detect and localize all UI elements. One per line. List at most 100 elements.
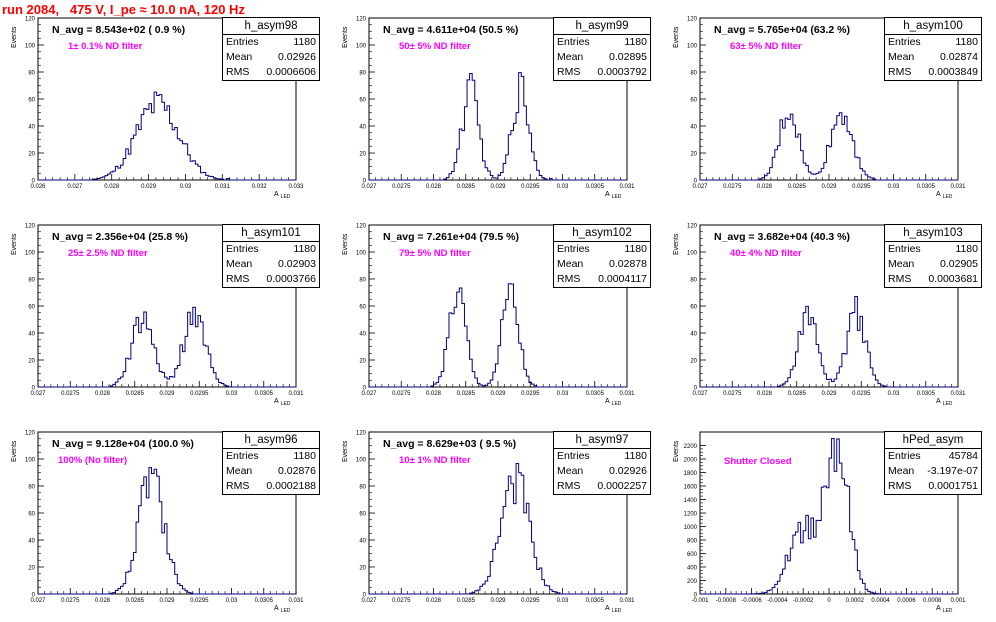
histogram-h_asym101: 0 20 40 60 80 100 120 0.027 0.0275 0.028 0.0285 0.0… (25, 224, 304, 398)
x-tick-label: 0 (827, 598, 831, 604)
x-axis-label: A LED (274, 398, 290, 407)
x-tick-label: 0.0275 (392, 598, 411, 604)
stats-row-mean: Mean 0.02876 (223, 464, 319, 479)
stats-box-title: h_asym100 (885, 18, 981, 35)
stats-label: RMS (226, 480, 250, 492)
x-tick-label: 0.0295 (190, 391, 209, 397)
y-tick-label: 100 (356, 458, 367, 464)
x-axis-label-main: A (936, 605, 941, 612)
x-axis-label-main: A (274, 191, 279, 198)
y-tick-label: 80 (359, 278, 366, 284)
n-avg-label: N_avg = 9.128e+04 (100.0 %) (52, 438, 194, 450)
stats-label: Entries (557, 36, 590, 48)
x-tick-label: 0.027 (692, 391, 708, 397)
histogram-h_asym100: 0 20 40 60 80 100 120 0.027 0.0275 0.028 0.0285 0.0… (687, 17, 966, 191)
stats-row-entries: Entries 1180 (554, 35, 650, 50)
stats-label: RMS (557, 66, 581, 78)
x-tick-label: 0.0305 (586, 184, 605, 190)
stats-label: Mean (557, 465, 584, 477)
filter-label: 25± 2.5% ND filter (68, 248, 148, 259)
x-tick-label: 0.0285 (126, 391, 145, 397)
stats-row-rms: RMS 0.0003766 (223, 272, 319, 287)
y-axis-label: Events (11, 26, 18, 48)
x-tick-label: 0.029 (141, 184, 157, 190)
y-tick-label: 40 (690, 125, 697, 131)
x-axis-label-main: A (936, 398, 941, 405)
stats-row-entries: Entries 1180 (554, 449, 650, 464)
histogram-h_asym97: 0 20 40 60 80 100 120 0.027 0.0275 0.028 0.0285 0.0… (356, 431, 635, 605)
stats-value: 0.02903 (278, 258, 316, 270)
y-tick-label: 60 (359, 305, 366, 311)
stats-label: Entries (226, 243, 259, 255)
stats-row-mean: Mean 0.02874 (885, 50, 981, 65)
histogram-line (369, 72, 627, 181)
y-axis-label: Events (11, 440, 18, 462)
histogram-pad-h_asym103: 0 20 40 60 80 100 120 0.027 0.0275 0.028 0.0285 0.0… (662, 207, 993, 414)
n-avg-label: N_avg = 4.611e+04 (50.5 %) (383, 24, 519, 36)
stats-row-rms: RMS 0.0002188 (223, 479, 319, 494)
x-tick-label: 0.0275 (723, 184, 742, 190)
y-tick-label: 60 (690, 98, 697, 104)
y-tick-label: 1600 (684, 485, 698, 491)
x-tick-label: 0.03 (180, 184, 192, 190)
y-tick-label: 120 (25, 224, 36, 230)
y-tick-label: 80 (359, 485, 366, 491)
stats-value: 0.0001751 (928, 480, 978, 492)
stats-row-rms: RMS 0.0004117 (554, 272, 650, 287)
y-tick-label: 60 (28, 98, 35, 104)
x-tick-label: 0.0285 (457, 598, 476, 604)
y-tick-label: 40 (359, 539, 366, 545)
x-tick-label: 0.0305 (255, 391, 274, 397)
x-tick-label: 0.028 (757, 184, 773, 190)
histogram-h_asym96: 0 20 40 60 80 100 120 0.027 0.0275 0.028 0.0285 0.0… (25, 431, 304, 605)
x-tick-label: 0.029 (159, 598, 175, 604)
x-tick-label: 0.027 (30, 391, 46, 397)
stats-box: h_asym97 Entries 1180 Mean 0.02926 RMS 0.00022… (553, 431, 651, 495)
x-tick-label: 0.031 (950, 184, 966, 190)
n-avg-label: N_avg = 8.629e+03 ( 9.5 %) (383, 438, 517, 450)
y-tick-label: 80 (359, 71, 366, 77)
x-tick-label: 0.029 (821, 391, 837, 397)
x-tick-label: 0.027 (361, 391, 377, 397)
y-axis-label: Events (342, 233, 349, 255)
y-tick-label: 40 (690, 332, 697, 338)
x-axis-label-sub: LED (942, 401, 953, 408)
filter-label: 40± 4% ND filter (730, 248, 802, 259)
x-axis-label-main: A (605, 191, 610, 198)
x-tick-label: -0.0008 (716, 598, 737, 604)
stats-value: 1180 (624, 450, 647, 462)
x-tick-label: -0.0004 (767, 598, 788, 604)
y-tick-label: 60 (28, 305, 35, 311)
y-tick-label: 120 (356, 431, 367, 437)
stats-box: hPed_asym Entries 45784 Mean -3.197e-07 RMS 0.… (884, 431, 982, 495)
stats-box: h_asym100 Entries 1180 Mean 0.02874 RMS 0.0003… (884, 17, 982, 81)
stats-row-mean: Mean 0.02926 (223, 50, 319, 65)
stats-row-entries: Entries 1180 (554, 242, 650, 257)
y-axis-label: Events (673, 26, 680, 48)
y-tick-label: 40 (359, 125, 366, 131)
y-tick-label: 60 (359, 98, 366, 104)
stats-value: 1180 (624, 36, 647, 48)
histogram-pad-h_asym97: 0 20 40 60 80 100 120 0.027 0.0275 0.028 0.0285 0.0… (331, 414, 662, 621)
x-tick-label: 0.0305 (586, 391, 605, 397)
y-tick-label: 1800 (684, 471, 698, 477)
y-tick-label: 20 (28, 359, 35, 365)
x-tick-label: 0.026 (30, 184, 46, 190)
histogram-pad-h_asym102: 0 20 40 60 80 100 120 0.027 0.0275 0.028 0.0285 0.0… (331, 207, 662, 414)
y-tick-label: 80 (28, 71, 35, 77)
y-tick-label: 1400 (684, 498, 698, 504)
x-tick-label: 0.028 (95, 598, 111, 604)
x-tick-label: 0.03 (226, 391, 238, 397)
filter-label: 100% (No filter) (58, 455, 128, 466)
x-tick-label: 0.0275 (61, 391, 80, 397)
stats-label: Mean (557, 258, 584, 270)
x-tick-label: 0.031 (619, 598, 635, 604)
y-tick-label: 20 (690, 359, 697, 365)
x-tick-label: 0.031 (950, 391, 966, 397)
y-tick-label: 1000 (684, 525, 698, 531)
y-tick-label: 2000 (684, 458, 698, 464)
stats-value: 0.02926 (278, 51, 316, 63)
stats-value: -3.197e-07 (927, 465, 978, 477)
y-tick-label: 100 (687, 44, 698, 50)
stats-value: 1180 (293, 36, 316, 48)
